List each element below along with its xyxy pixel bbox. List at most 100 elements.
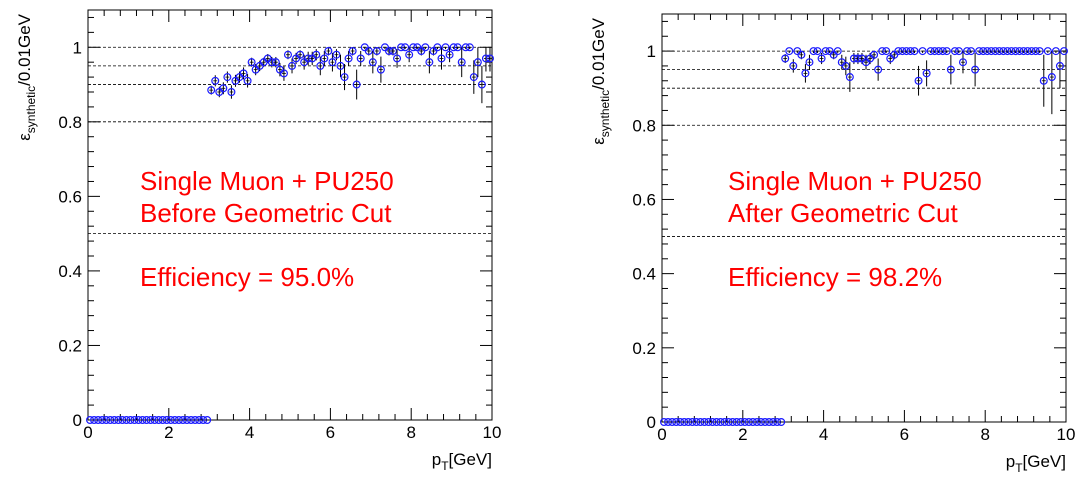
y-tick-label: 0: [647, 413, 656, 432]
data-point: [356, 54, 365, 63]
data-point: [465, 43, 474, 52]
data-point: [942, 47, 951, 56]
data-point: [437, 54, 446, 63]
y-tick-label: 0: [73, 411, 82, 430]
plot-frame: [661, 13, 1067, 423]
annotation-text: Single Muon + PU250: [728, 166, 982, 196]
data-point: [247, 58, 256, 67]
annotation-text: Before Geometric Cut: [140, 198, 392, 228]
y-tick-label: 0.8: [58, 113, 82, 132]
data-point: [845, 73, 854, 82]
data-point: [833, 47, 842, 56]
data-point: [477, 80, 486, 89]
data-point: [389, 46, 398, 55]
x-tick-label: 8: [406, 423, 415, 442]
data-point: [805, 58, 814, 67]
plot-frame: [87, 9, 493, 421]
x-tick-label: 4: [245, 423, 254, 442]
y-tick-label: 1: [647, 42, 656, 61]
data-point: [958, 58, 967, 67]
data-point: [841, 61, 850, 70]
data-point: [946, 65, 955, 74]
data-point: [368, 58, 377, 67]
x-axis-label: pT[GeV]: [1006, 452, 1066, 475]
data-point: [296, 50, 305, 59]
y-axis-label: εsynthetic/0.01GeV: [15, 13, 38, 140]
annotation-text: After Geometric Cut: [728, 198, 959, 228]
data-point: [328, 58, 337, 67]
data-point: [1043, 47, 1052, 56]
data-point: [817, 54, 826, 63]
x-tick-label: 0: [657, 425, 666, 444]
x-tick-label: 2: [738, 425, 747, 444]
annotation-text: Efficiency = 98.2%: [728, 262, 942, 292]
data-point: [344, 54, 353, 63]
data-point: [425, 58, 434, 67]
data-point: [283, 50, 292, 59]
data-point: [239, 69, 248, 78]
y-axis-label: εsynthetic/0.01GeV: [589, 17, 612, 144]
data-point: [332, 50, 341, 59]
data-point: [433, 43, 442, 52]
data-point: [336, 61, 345, 70]
data-point: [473, 58, 482, 67]
y-tick-label: 0.2: [58, 336, 82, 355]
annotation-text: Efficiency = 95.0%: [140, 262, 354, 292]
data-point: [352, 80, 361, 89]
data-point: [485, 54, 494, 63]
x-tick-label: 0: [83, 423, 92, 442]
data-point: [445, 50, 454, 59]
data-point: [910, 47, 919, 56]
data-point: [967, 47, 976, 56]
data-point: [320, 54, 329, 63]
data-point: [243, 76, 252, 85]
data-point: [870, 50, 879, 59]
data-point: [1051, 47, 1060, 56]
x-tick-label: 6: [326, 423, 335, 442]
data-point: [971, 65, 980, 74]
data-point: [874, 65, 883, 74]
data-point: [348, 46, 357, 55]
data-point: [453, 43, 462, 52]
data-point: [312, 50, 321, 59]
data-point: [785, 47, 794, 56]
x-tick-label: 2: [164, 423, 173, 442]
data-point: [954, 47, 963, 56]
x-tick-label: 10: [483, 423, 502, 442]
data-point: [271, 58, 280, 67]
data-point: [1035, 47, 1044, 56]
x-tick-label: 4: [819, 425, 828, 444]
y-tick-label: 0.4: [632, 265, 656, 284]
data-point: [789, 61, 798, 70]
data-point: [401, 43, 410, 52]
data-point: [882, 47, 891, 56]
annotation-text: Single Muon + PU250: [140, 166, 394, 196]
y-tick-label: 0.4: [58, 262, 82, 281]
x-axis-label: pT[GeV]: [432, 450, 492, 473]
data-point: [441, 43, 450, 52]
data-point: [203, 416, 212, 425]
data-point: [227, 87, 236, 96]
data-point: [1047, 73, 1056, 82]
data-point: [469, 73, 478, 82]
data-point: [918, 47, 927, 56]
data-point: [340, 73, 349, 82]
y-tick-label: 0.8: [632, 116, 656, 135]
data-point: [376, 65, 385, 74]
y-tick-label: 0.2: [632, 339, 656, 358]
data-point: [457, 58, 466, 67]
data-point: [781, 54, 790, 63]
x-tick-label: 6: [900, 425, 909, 444]
data-point: [421, 43, 430, 52]
data-point: [1055, 61, 1064, 70]
data-point: [207, 86, 216, 95]
y-tick-label: 0.6: [58, 187, 82, 206]
data-point: [219, 84, 228, 93]
y-tick-label: 0.6: [632, 190, 656, 209]
data-point: [1039, 76, 1048, 85]
data-point: [813, 47, 822, 56]
data-point: [405, 50, 414, 59]
data-point: [801, 69, 810, 78]
x-tick-label: 10: [1057, 425, 1076, 444]
data-point: [914, 76, 923, 85]
